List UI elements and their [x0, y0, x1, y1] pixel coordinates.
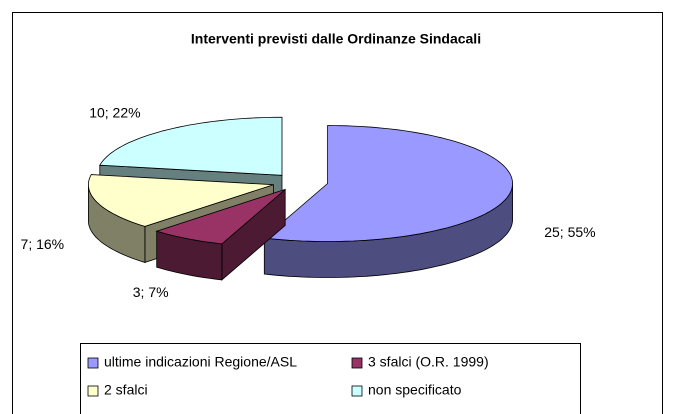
pie-slice [99, 116, 283, 176]
chart-title: Interventi previsti dalle Ordinanze Sind… [191, 31, 481, 47]
legend-label: non specificato [368, 382, 462, 398]
data-label: 10; 22% [89, 105, 140, 121]
data-label: 7; 16% [21, 236, 65, 252]
pie-slice [155, 189, 286, 245]
legend-box [80, 343, 581, 414]
legend-label: 2 sfalci [104, 382, 148, 398]
legend-swatch [87, 385, 99, 397]
legend-label: 3 sfalci (O.R. 1999) [368, 354, 489, 370]
data-label: 3; 7% [133, 284, 169, 300]
pie-slice [87, 174, 274, 227]
legend-swatch [351, 357, 363, 369]
legend-swatch [351, 385, 363, 397]
legend-swatch [87, 357, 99, 369]
legend-label: ultime indicazioni Regione/ASL [104, 354, 297, 370]
pie-slice [263, 125, 514, 242]
data-label: 25; 55% [544, 224, 595, 240]
